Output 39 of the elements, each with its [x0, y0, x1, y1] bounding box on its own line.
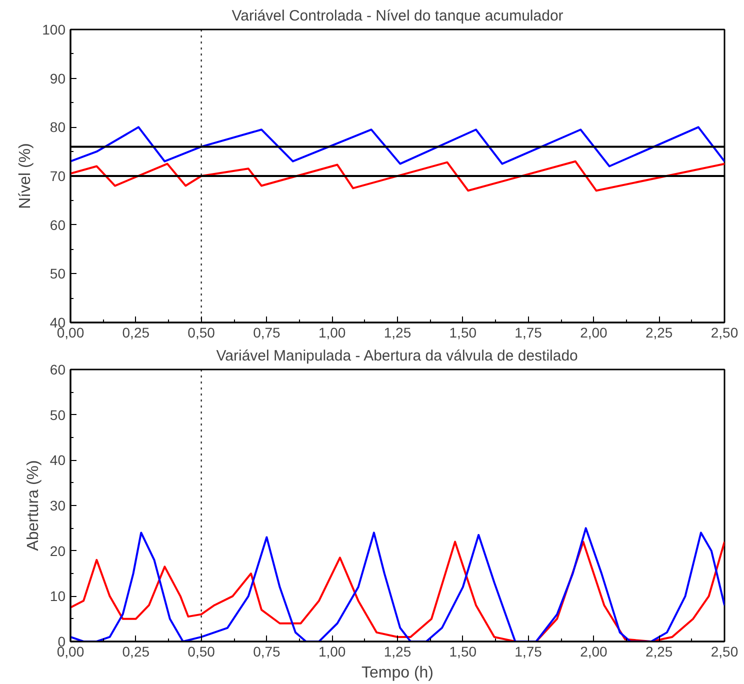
y-tick-label: 50 [50, 266, 66, 282]
y-tick-label: 20 [50, 542, 66, 559]
line-series [70, 160, 724, 192]
x-tick-label: 2,50 [710, 644, 738, 660]
y-axis-title: Abertura (%) [24, 460, 42, 551]
y-tick-label: 50 [50, 406, 66, 423]
x-tick-label: 1,50 [449, 324, 477, 340]
x-tick-label: 0,50 [188, 644, 216, 660]
y-tick-label: 60 [50, 362, 66, 378]
chart-title: Variável Manipulada - Abertura da válvula de destilado [216, 348, 578, 364]
x-tick-label: 0,50 [188, 324, 216, 340]
x-tick-label: 0,25 [122, 644, 150, 660]
y-tick-label: 80 [50, 119, 66, 136]
x-tick-label: 0,25 [122, 324, 150, 340]
y-tick-label: 70 [50, 168, 66, 184]
x-tick-label: 1,75 [514, 644, 542, 660]
chart-title: Variável Controlada - Nível do tanque acumulador [232, 8, 564, 24]
x-tick-label: 1,00 [318, 644, 346, 660]
x-tick-label: 1,25 [384, 324, 412, 340]
y-tick-label: 100 [42, 22, 66, 38]
y-tick-label: 60 [50, 216, 66, 233]
x-tick-label: 1,00 [318, 324, 346, 340]
x-tick-label: 2,50 [710, 324, 738, 340]
y-tick-label: 10 [50, 588, 66, 604]
x-tick-label: 0,75 [253, 644, 281, 660]
y-axis-title: Nível (%) [17, 143, 34, 209]
x-tick-label: 1,75 [514, 324, 542, 340]
y-tick-label: 40 [50, 452, 66, 468]
x-tick-label: 1,25 [384, 644, 412, 660]
y-tick-label: 30 [50, 498, 66, 514]
x-tick-label: 2,25 [645, 324, 673, 340]
x-tick-label: 2,00 [580, 324, 608, 340]
x-tick-label: 0,75 [253, 324, 281, 340]
x-tick-label: 1,50 [449, 644, 477, 660]
y-tick-label: 90 [50, 70, 66, 86]
x-tick-label: 2,00 [580, 644, 608, 660]
x-axis-title: Tempo (h) [361, 664, 434, 682]
x-tick-label: 2,25 [645, 644, 673, 660]
line-series [70, 126, 724, 168]
